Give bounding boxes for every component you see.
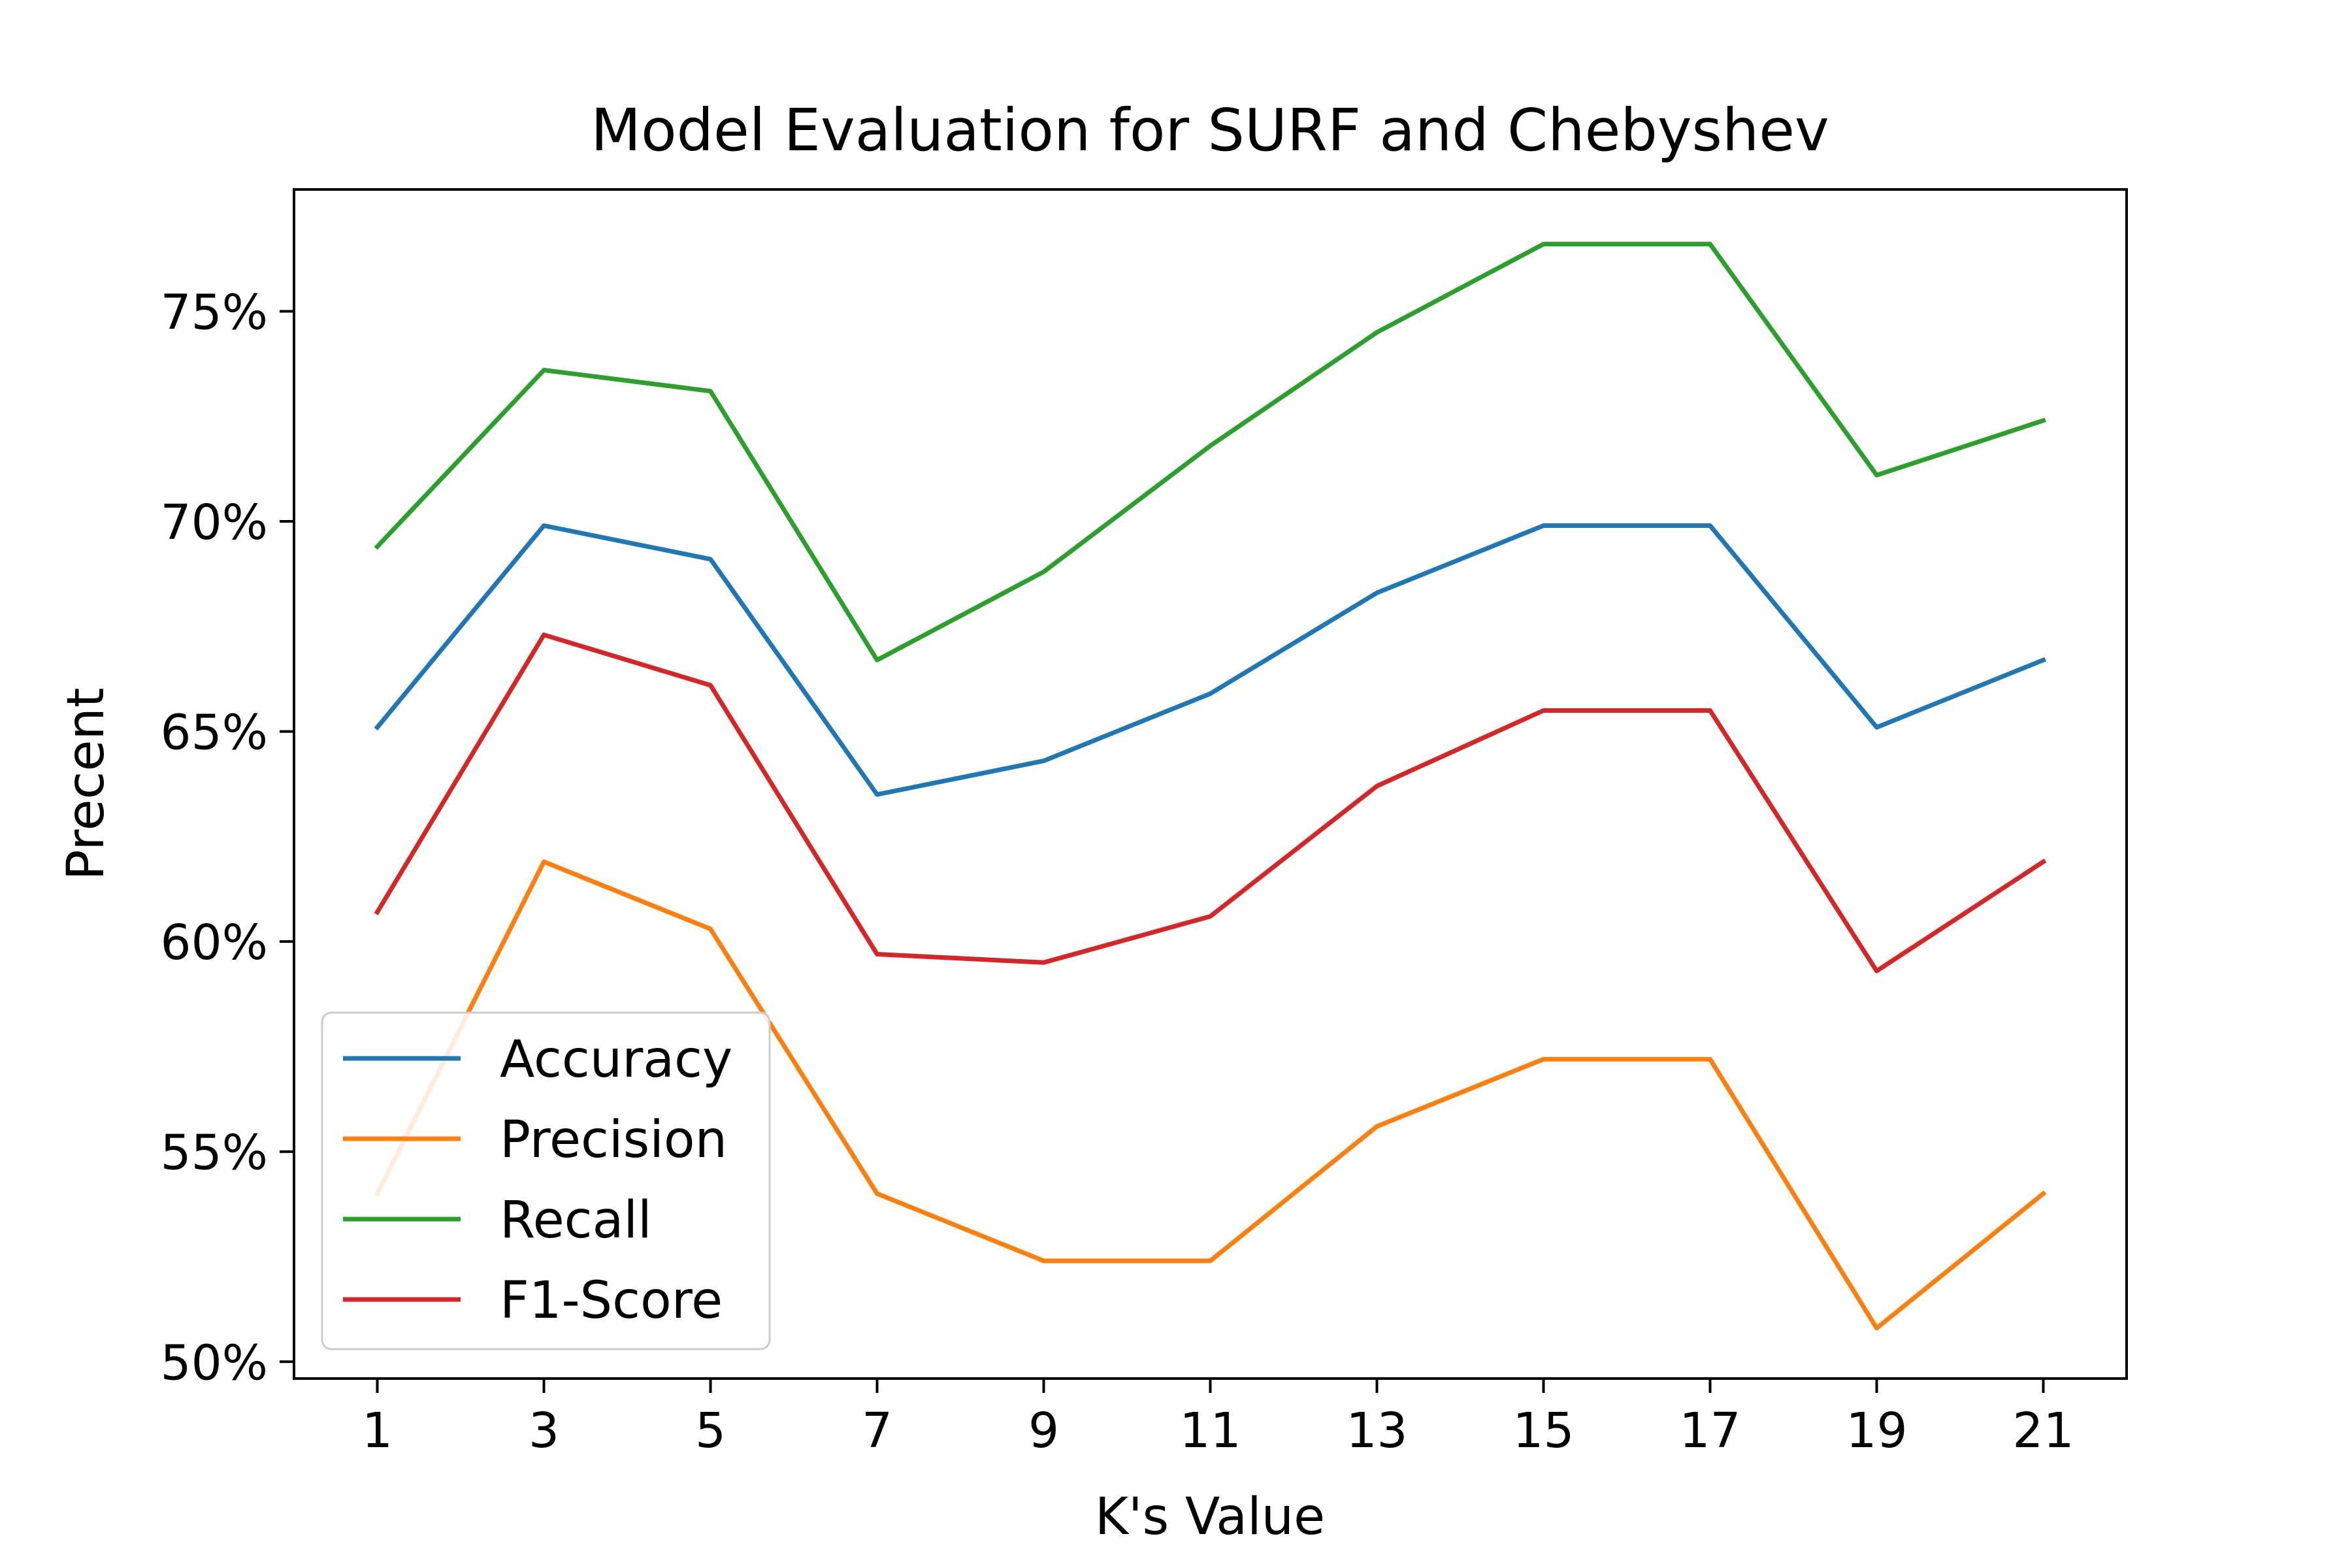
y-tick-label: 50% <box>161 1335 268 1391</box>
x-tick-label: 3 <box>529 1403 559 1459</box>
y-axis-ticks: 50% 55% 60% 65% 70% 75% <box>161 285 294 1391</box>
legend-entry: F1-Score <box>343 1271 723 1330</box>
series-recall <box>374 242 2046 662</box>
series-f1-score <box>374 632 2047 973</box>
y-axis-label: Precent <box>57 688 116 881</box>
x-axis-label: K's Value <box>1095 1488 1325 1546</box>
x-tick-label: 5 <box>695 1403 726 1459</box>
y-tick-label: 75% <box>161 285 268 341</box>
x-tick-label: 15 <box>1512 1403 1574 1459</box>
series-accuracy <box>374 523 2047 797</box>
x-tick-label: 19 <box>1846 1403 1907 1459</box>
x-tick-label: 21 <box>2012 1403 2074 1459</box>
x-tick-label: 7 <box>862 1403 892 1459</box>
x-tick-label: 13 <box>1346 1403 1407 1459</box>
legend-label: F1-Score <box>500 1271 723 1330</box>
legend: Accuracy Precision Recall F1-Score <box>321 1011 771 1350</box>
y-tick-label: 65% <box>161 705 268 761</box>
x-tick-label: 9 <box>1028 1403 1059 1459</box>
chart-title: Model Evaluation for SURF and Chebyshev <box>591 96 1829 164</box>
x-tick-label: 11 <box>1179 1403 1241 1459</box>
y-tick-label: 70% <box>161 495 268 551</box>
x-tick-label: 17 <box>1679 1403 1740 1459</box>
legend-entry: Accuracy <box>343 1030 732 1089</box>
legend-entry: Precision <box>343 1111 727 1169</box>
series-layer <box>374 242 2047 1331</box>
x-axis-ticks: 1 3 5 7 9 11 13 15 17 19 21 <box>362 1379 2074 1459</box>
legend-entries: Accuracy Precision Recall F1-Score <box>343 1030 732 1330</box>
legend-label: Precision <box>500 1111 727 1169</box>
y-tick-label: 60% <box>161 915 268 971</box>
legend-frame <box>321 1011 771 1350</box>
y-tick-label: 55% <box>161 1125 268 1181</box>
legend-label: Accuracy <box>500 1030 732 1089</box>
legend-label: Recall <box>500 1191 652 1250</box>
legend-entry: Recall <box>343 1191 652 1250</box>
x-tick-label: 1 <box>362 1403 393 1459</box>
